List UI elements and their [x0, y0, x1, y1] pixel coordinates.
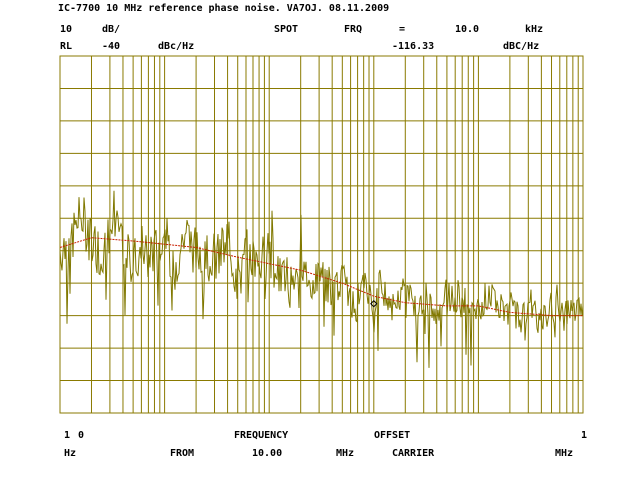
from-label: FROM	[170, 448, 195, 459]
scale-value: 10	[60, 24, 73, 35]
x-start-label: 1	[64, 430, 71, 441]
carrier-frequency-value: 10.00	[252, 448, 283, 459]
spot-frequency-value: 10.0	[455, 24, 480, 35]
offset-label: OFFSET	[374, 430, 411, 441]
chart-title: IC-7700 10 MHz reference phase noise. VA…	[58, 3, 390, 14]
x-start-unit: Hz	[64, 448, 77, 459]
reference-level-unit: dBc/Hz	[158, 41, 195, 52]
frequency-label: FREQUENCY	[234, 430, 289, 441]
x-stop-label: 1	[581, 430, 588, 441]
raw-phase-noise-trace	[59, 190, 584, 368]
carrier-label: CARRIER	[392, 448, 435, 459]
spot-label: SPOT	[274, 24, 299, 35]
smoothed-phase-noise-trace	[59, 237, 583, 317]
carrier-frequency-unit: MHz	[336, 448, 355, 459]
equals-sign: =	[399, 24, 406, 35]
x-stop-unit: MHz	[555, 448, 574, 459]
marker-readout-unit: dBC/Hz	[503, 41, 540, 52]
reference-level-label: RL	[60, 41, 73, 52]
marker-readout-value: -116.33	[392, 41, 435, 52]
spot-marker	[370, 300, 378, 308]
spot-frequency-unit: kHz	[525, 24, 544, 35]
reference-level-value: -40	[102, 41, 121, 52]
x-start-label-zero: 0	[78, 430, 85, 441]
frq-label: FRQ	[344, 24, 363, 35]
scale-unit: dB/	[102, 24, 121, 35]
plot-frame	[59, 55, 584, 414]
